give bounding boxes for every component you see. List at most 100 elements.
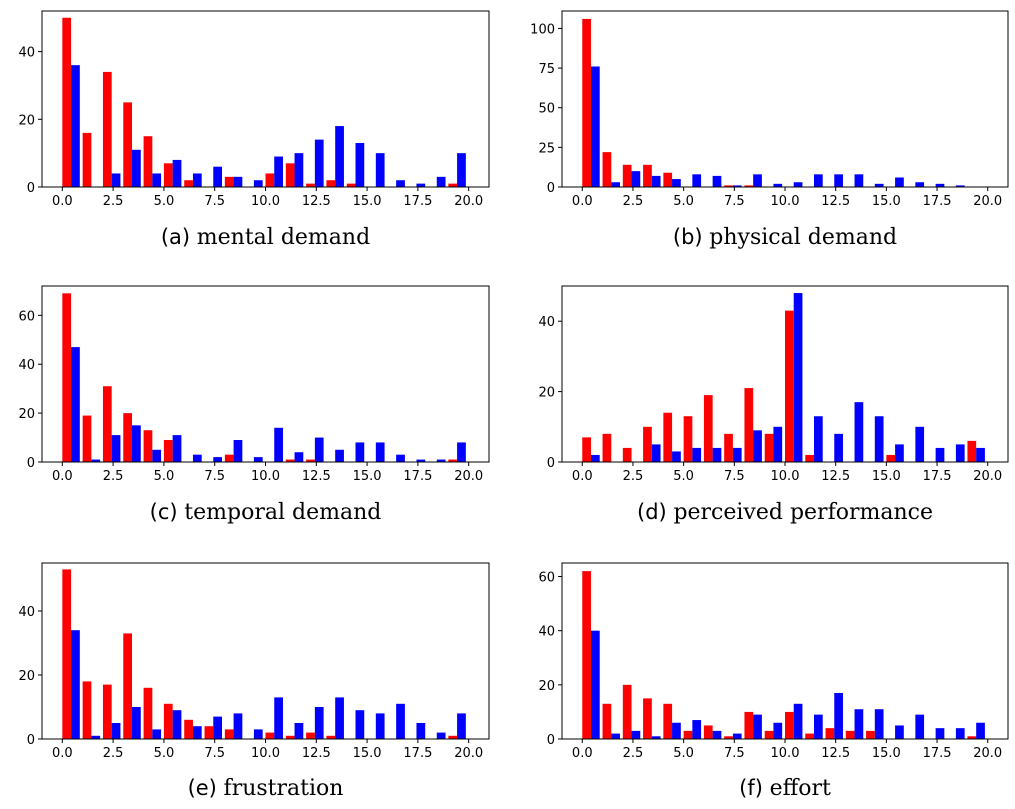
caption-text: effort <box>770 776 831 801</box>
bar-series-1-bin-12 <box>306 459 315 462</box>
x-tick-label: 15.0 <box>353 469 382 484</box>
x-tick-label: 20.0 <box>973 469 1002 484</box>
x-tick-label: 12.5 <box>821 746 850 761</box>
chart-panel-b: 0.0 2.5 5.0 7.5 10.0 12.5 15.0 17.5 20.0 0 25 50 75 1… <box>530 10 1009 250</box>
chart-caption: (c) temporal demand <box>150 500 382 525</box>
bar-series-2-bin-4 <box>152 173 162 187</box>
x-tick-label: 10.0 <box>771 746 800 761</box>
bar-series-2-bin-9 <box>773 183 783 187</box>
bar-series-1-bin-1 <box>82 681 92 739</box>
x-tick-label: 0.0 <box>52 469 73 484</box>
x-tick-label: 20.0 <box>454 469 483 484</box>
x-tick-label: 0.0 <box>572 194 593 209</box>
bar-series-2-bin-0 <box>71 347 80 462</box>
x-tick-label: 5.0 <box>154 746 175 761</box>
caption-text: perceived performance <box>673 500 933 525</box>
x-tick-label: 0.0 <box>52 746 73 761</box>
x-tick-label: 10.0 <box>251 469 280 484</box>
bar-series-2-bin-18 <box>436 459 446 462</box>
bar-series-1-bin-15 <box>886 454 896 462</box>
bar-series-1-bin-1 <box>602 152 612 187</box>
bar-series-2-bin-16 <box>915 182 925 187</box>
bar-series-2-bin-6 <box>192 726 202 739</box>
bar-series-2-bin-14 <box>874 416 884 462</box>
x-tick-label: 12.5 <box>821 469 850 484</box>
bar-series-2-bin-3 <box>132 149 141 187</box>
bar-series-2-bin-9 <box>253 457 263 462</box>
bar-series-2-bin-15 <box>375 713 385 739</box>
bar-series-1-bin-1 <box>602 703 612 739</box>
bar-series-2-bin-18 <box>436 732 446 739</box>
bar-series-2-bin-14 <box>355 442 365 462</box>
bar-series-1-bin-2 <box>102 71 112 187</box>
y-tick-label: 75 <box>538 62 555 77</box>
x-tick-label: 17.5 <box>923 469 952 484</box>
bar-series-1-bin-0 <box>62 17 72 187</box>
bar-series-1-bin-5 <box>683 416 693 462</box>
bar-series-2-bin-14 <box>355 710 365 739</box>
bar-series-1-bin-0 <box>62 569 72 739</box>
bar-series-1-bin-14 <box>346 183 356 187</box>
caption-text: mental demand <box>197 225 370 250</box>
bar-series-1-bin-11 <box>285 163 295 187</box>
bar-series-2-bin-13 <box>854 402 864 462</box>
bar-series-2-bin-10 <box>274 697 283 739</box>
bar-series-2-bin-7 <box>732 447 742 462</box>
bar-series-2-bin-12 <box>314 139 324 187</box>
bar-series-1-bin-19 <box>967 736 977 739</box>
bar-series-1-bin-3 <box>643 698 652 739</box>
bar-series-2-bin-15 <box>375 153 385 187</box>
y-tick-label: 25 <box>538 141 555 156</box>
bar-series-1-bin-1 <box>82 132 92 187</box>
x-tick-label: 17.5 <box>923 194 952 209</box>
bar-series-2-bin-13 <box>335 697 344 739</box>
bar-series-2-bin-0 <box>71 65 80 187</box>
y-tick-label: 60 <box>538 571 555 586</box>
x-tick-label: 17.5 <box>403 194 432 209</box>
bar-series-1-bin-13 <box>326 180 336 187</box>
bar-series-1-bin-0 <box>62 293 72 462</box>
y-tick-label: 0 <box>547 733 555 748</box>
x-tick-label: 15.0 <box>872 194 901 209</box>
bar-series-2-bin-13 <box>335 126 344 187</box>
chart-caption: (d) perceived performance <box>637 500 933 525</box>
x-tick-label: 7.5 <box>724 469 745 484</box>
x-tick-label: 2.5 <box>103 746 124 761</box>
bar-series-2-bin-12 <box>834 692 843 739</box>
bar-series-2-bin-13 <box>854 174 864 187</box>
caption-tag: (b) <box>673 225 709 249</box>
bar-series-2-bin-19 <box>457 442 466 462</box>
bar-series-1-bin-7 <box>724 433 733 462</box>
bar-series-2-bin-6 <box>712 730 722 739</box>
bar-series-2-bin-16 <box>396 703 405 739</box>
bar-series-2-bin-5 <box>172 435 182 462</box>
bar-series-2-bin-11 <box>294 452 304 462</box>
bar-series-1-bin-4 <box>663 703 673 739</box>
bar-series-1-bin-8 <box>744 711 754 739</box>
x-tick-label: 7.5 <box>724 746 745 761</box>
y-tick-label: 50 <box>538 102 555 117</box>
chart-panel-e: 0.0 2.5 5.0 7.5 10.0 12.5 15.0 17.5 20.0 0 20 40 (e)… <box>18 562 490 801</box>
bar-series-2-bin-11 <box>813 174 823 187</box>
bar-series-1-bin-6 <box>184 180 193 187</box>
bar-series-2-bin-19 <box>976 722 985 739</box>
bar-series-1-bin-10 <box>785 310 794 462</box>
bar-series-1-bin-12 <box>825 728 835 739</box>
x-tick-label: 2.5 <box>103 469 124 484</box>
x-tick-label: 5.0 <box>673 746 694 761</box>
bar-series-2-bin-3 <box>132 707 141 739</box>
bar-series-2-bin-17 <box>935 183 945 187</box>
bar-series-1-bin-9 <box>764 730 774 739</box>
bar-series-2-bin-4 <box>672 451 681 462</box>
bar-series-2-bin-3 <box>132 425 141 462</box>
bar-series-1-bin-5 <box>683 730 693 739</box>
x-tick-label: 15.0 <box>872 746 901 761</box>
y-tick-label: 20 <box>18 407 35 422</box>
bar-series-1-bin-12 <box>306 183 315 187</box>
caption-tag: (e) <box>188 776 224 800</box>
bar-series-2-bin-19 <box>457 153 466 187</box>
bar-series-2-bin-3 <box>651 736 661 739</box>
bar-series-2-bin-4 <box>672 179 681 187</box>
bar-series-2-bin-10 <box>793 182 803 187</box>
